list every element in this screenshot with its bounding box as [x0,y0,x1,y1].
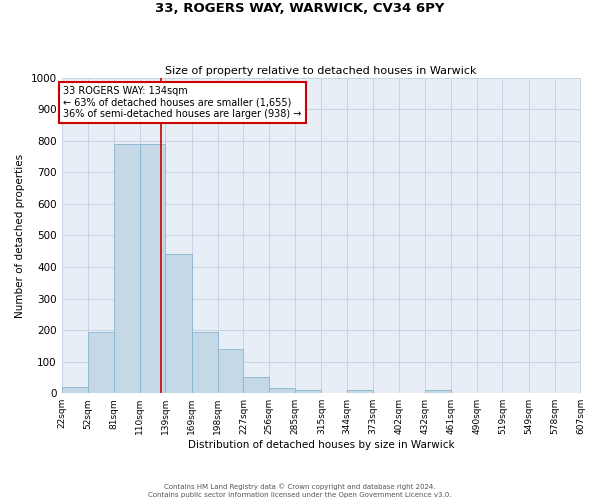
Bar [166,254,192,393]
Bar [62,387,88,393]
Bar [140,144,166,393]
Bar [295,390,322,393]
Title: Size of property relative to detached houses in Warwick: Size of property relative to detached ho… [165,66,477,76]
Bar [425,390,451,393]
Y-axis label: Number of detached properties: Number of detached properties [15,154,25,318]
Bar [244,378,269,393]
Bar [269,388,295,393]
Bar [192,332,218,393]
Bar [114,144,140,393]
X-axis label: Distribution of detached houses by size in Warwick: Distribution of detached houses by size … [188,440,454,450]
Text: Contains HM Land Registry data © Crown copyright and database right 2024.
Contai: Contains HM Land Registry data © Crown c… [148,484,452,498]
Text: 33, ROGERS WAY, WARWICK, CV34 6PY: 33, ROGERS WAY, WARWICK, CV34 6PY [155,2,445,16]
Bar [88,332,114,393]
Bar [347,390,373,393]
Bar [218,349,244,393]
Text: 33 ROGERS WAY: 134sqm
← 63% of detached houses are smaller (1,655)
36% of semi-d: 33 ROGERS WAY: 134sqm ← 63% of detached … [64,86,302,119]
